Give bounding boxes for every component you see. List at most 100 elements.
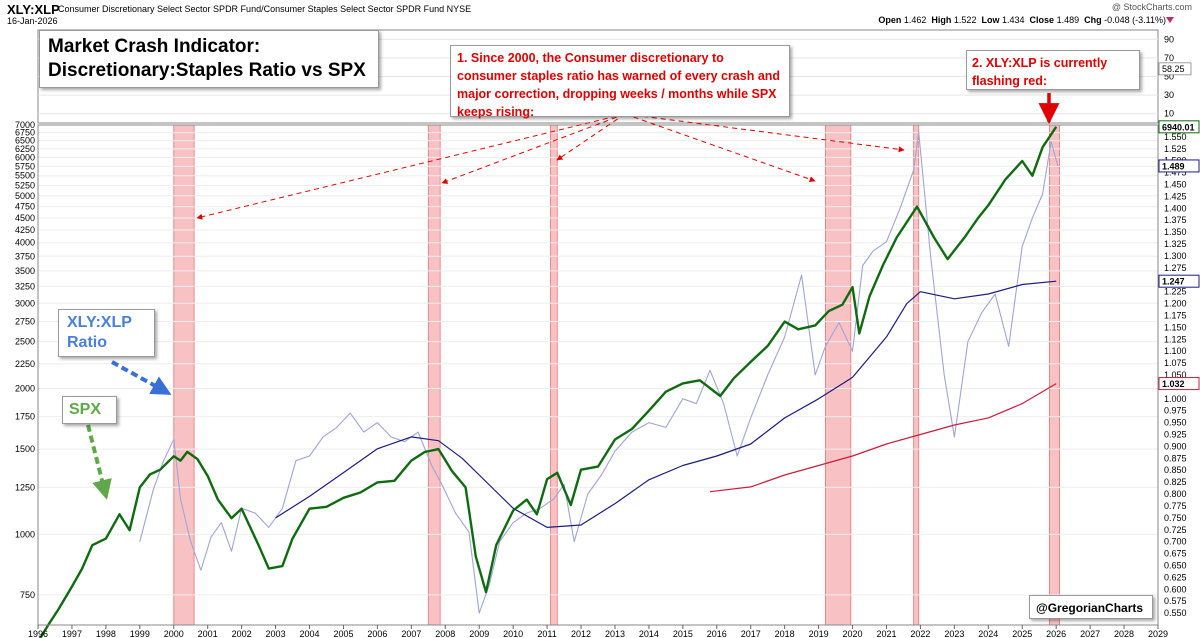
chart-title-line1: Market Crash Indicator:	[48, 36, 261, 57]
x-tick-label: 2008	[435, 629, 455, 638]
right-tick-label: 1.525	[1164, 144, 1187, 154]
right-tick-label: 1.050	[1164, 370, 1187, 380]
series-xly-xlp-ratio	[139, 131, 1059, 614]
right-tick-label: 1.350	[1164, 227, 1187, 237]
warning-zone	[173, 124, 195, 626]
x-tick-label: 2014	[639, 629, 659, 638]
x-tick-label: 1996	[28, 629, 48, 638]
ratio-callout: XLY:XLP Ratio	[58, 309, 155, 357]
warning-zone	[1048, 124, 1060, 626]
down-arrow-icon	[1166, 17, 1174, 23]
x-tick-label: 1998	[96, 629, 116, 638]
right-tick-label: 0.925	[1164, 430, 1187, 440]
left-tick-label: 5500	[15, 171, 35, 181]
left-tick-label: 2250	[15, 359, 35, 369]
left-tick-label: 4250	[15, 225, 35, 235]
close-value: 1.489	[1056, 15, 1080, 25]
chart-title-line2: Discretionary:Staples Ratio vs SPX	[48, 60, 366, 81]
warning-zone	[913, 124, 920, 626]
rsi-tick-label: 10	[1164, 109, 1174, 119]
right-tick-label: 1.550	[1164, 132, 1187, 142]
left-tick-label: 5750	[15, 161, 35, 171]
chart-grid	[38, 124, 1158, 596]
x-tick-label: 2005	[333, 629, 353, 638]
right-tick-label: 0.650	[1164, 560, 1187, 570]
series-ratio-ma-short	[275, 280, 1057, 529]
x-tick-label: 2013	[605, 629, 625, 638]
high-label: High	[931, 15, 952, 25]
x-tick-label: 2015	[673, 629, 693, 638]
left-tick-label: 2500	[15, 337, 35, 347]
right-tick-label: 0.975	[1164, 406, 1187, 416]
chg-value: -0.048 (-3.11%)	[1104, 15, 1166, 25]
x-tick-label: 2006	[367, 629, 387, 638]
spx-last-tag	[1158, 120, 1200, 134]
right-tick-label: 0.625	[1164, 572, 1187, 582]
rsi-value-label: 58.25	[1162, 64, 1185, 74]
left-tick-label: 5000	[15, 191, 35, 201]
warning-zone	[550, 124, 558, 626]
right-tick-label: 1.150	[1164, 322, 1187, 332]
left-tick-label: 1250	[15, 482, 35, 492]
right-tick-label: 1.125	[1164, 334, 1187, 344]
annotation-note-2: 2. XLY:XLP is currently flashing red:	[966, 50, 1140, 90]
right-tick-label: 0.875	[1164, 453, 1187, 463]
right-tick-label: 1.100	[1164, 346, 1187, 356]
x-tick-label: 2020	[843, 629, 863, 638]
spx-last-tag-text: 6940.01	[1162, 122, 1195, 132]
x-tick-label: 2004	[299, 629, 319, 638]
x-tick-label: 2027	[1080, 629, 1100, 638]
arrow-to-2007	[441, 113, 626, 184]
left-tick-label: 6500	[15, 136, 35, 146]
arrow-to-2021	[624, 113, 905, 153]
left-tick-label: 750	[20, 590, 35, 600]
chg-label: Chg	[1084, 15, 1102, 25]
author-credit: @GregorianCharts	[1029, 595, 1153, 619]
ma-long-last-tag	[1158, 377, 1200, 391]
rsi-tick-label: 90	[1164, 34, 1174, 44]
x-tick-label: 2009	[469, 629, 489, 638]
left-tick-label: 1750	[15, 412, 35, 422]
series-spx	[38, 126, 1058, 638]
close-label: Close	[1029, 15, 1055, 25]
chart-date: 16-Jan-2026	[7, 16, 58, 26]
ratio-last-tag	[1158, 159, 1200, 173]
annotation-note-1: 1. Since 2000, the Consumer discretionar…	[450, 45, 790, 119]
open-value: 1.462	[903, 15, 927, 25]
ratio-last-tag-text: 1.489	[1162, 161, 1185, 171]
right-tick-label: 0.600	[1164, 584, 1187, 594]
spx-callout-text: SPX	[69, 401, 102, 418]
brand-watermark[interactable]: @ StockCharts.com	[1111, 2, 1192, 12]
ma-short-last-tag	[1158, 274, 1200, 288]
right-tick-label: 1.425	[1164, 191, 1187, 201]
left-tick-label: 4750	[15, 202, 35, 212]
warning-zones	[173, 124, 1060, 626]
left-tick-label: 3250	[15, 281, 35, 291]
low-value: 1.434	[1001, 15, 1025, 25]
ma-short-last-tag-text: 1.247	[1162, 277, 1185, 287]
right-tick-label: 1.300	[1164, 251, 1187, 261]
rsi-tick-label: 50	[1164, 72, 1174, 82]
right-tick-label: 1.400	[1164, 203, 1187, 213]
left-tick-label: 3500	[15, 266, 35, 276]
right-tick-label: 1.075	[1164, 358, 1187, 368]
ticker-description: Consumer Discretionary Select Sector SPD…	[58, 4, 472, 14]
right-tick-label: 0.575	[1164, 596, 1187, 606]
ma-long-last-tag-text: 1.032	[1162, 379, 1185, 389]
left-tick-label: 4500	[15, 213, 35, 223]
left-tick-label: 6750	[15, 128, 35, 138]
annotation-note-2-text: 2. XLY:XLP is currently flashing red:	[972, 56, 1108, 88]
plot-frame	[37, 124, 1159, 626]
x-tick-label: 2029	[1148, 629, 1168, 638]
arrow-spx-label	[86, 424, 112, 500]
right-tick-label: 0.725	[1164, 525, 1187, 535]
right-tick-label: 0.900	[1164, 441, 1187, 451]
warning-zone	[427, 124, 441, 626]
left-tick-label: 6250	[15, 144, 35, 154]
last-value-tags: 6940.01 1.489 1.247 1.032	[1158, 120, 1200, 391]
left-tick-label: 4000	[15, 238, 35, 248]
left-tick-label: 2000	[15, 384, 35, 394]
high-value: 1.522	[953, 15, 977, 25]
right-tick-label: 0.700	[1164, 537, 1187, 547]
right-tick-label: 1.450	[1164, 180, 1187, 190]
